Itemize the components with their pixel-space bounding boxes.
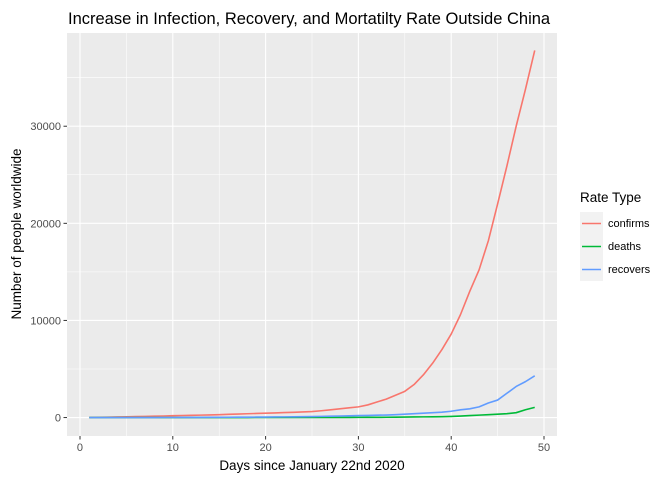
legend-label-deaths: deaths <box>608 241 642 253</box>
x-axis: 0 10 20 30 40 50 <box>77 436 550 454</box>
legend-label-recovers: recovers <box>608 264 651 276</box>
series-line-recovers <box>89 375 536 419</box>
y-tick-label: 30000 <box>30 121 61 133</box>
y-tick-label: 20000 <box>30 218 61 230</box>
series-lines <box>89 50 536 419</box>
legend-title: Rate Type <box>580 190 641 205</box>
series-line-confirms <box>89 50 536 419</box>
y-tick-label: 10000 <box>30 315 61 327</box>
x-axis-title: Days since January 22nd 2020 <box>219 458 404 473</box>
x-tick-label: 40 <box>445 442 457 454</box>
x-tick-label: 20 <box>259 442 271 454</box>
y-axis: 0 10000 20000 30000 <box>30 121 67 425</box>
y-tick-label: 0 <box>55 413 61 425</box>
legend: Rate Type confirms deaths recovers <box>580 190 651 281</box>
x-tick-label: 30 <box>352 442 364 454</box>
legend-label-confirms: confirms <box>608 218 650 230</box>
x-tick-label: 0 <box>77 442 83 454</box>
x-tick-label: 10 <box>167 442 179 454</box>
chart-title: Increase in Infection, Recovery, and Mor… <box>68 10 551 28</box>
x-tick-label: 50 <box>538 442 550 454</box>
y-axis-title: Number of people worldwide <box>9 148 24 319</box>
minor-gridlines <box>67 33 557 436</box>
